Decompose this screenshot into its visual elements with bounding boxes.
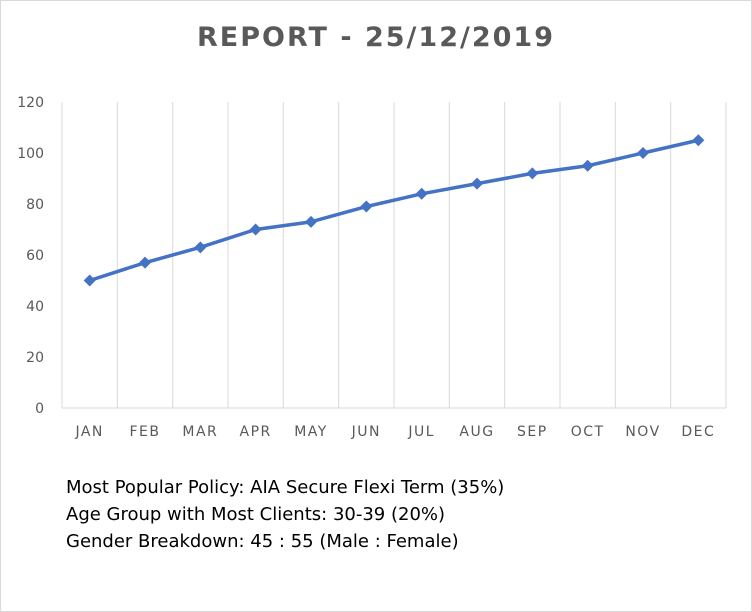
grid-lines (61, 102, 727, 408)
y-tick-label: 60 (26, 248, 44, 264)
data-point (305, 215, 317, 228)
y-tick-label: 120 (17, 95, 44, 111)
x-tick-label: AUG (459, 424, 494, 440)
age-group-note: Age Group with Most Clients: 30-39 (20%) (66, 504, 446, 525)
y-tick-label: 20 (26, 350, 44, 366)
data-point (139, 256, 151, 269)
y-tick-label: 0 (35, 401, 44, 417)
y-axis-ticks: 0 20 40 60 80 100 120 (17, 95, 44, 417)
x-tick-label: JAN (74, 424, 103, 440)
data-point (83, 274, 96, 287)
x-tick-label: JUL (407, 424, 435, 440)
x-tick-label: OCT (571, 424, 605, 440)
x-tick-label: DEC (681, 424, 715, 440)
x-tick-label: MAR (182, 424, 218, 440)
data-point (194, 241, 207, 254)
x-tick-label: APR (240, 424, 272, 440)
data-point (471, 177, 483, 190)
x-tick-label: MAY (294, 424, 328, 440)
x-tick-label: SEP (517, 424, 548, 440)
series-points (83, 134, 705, 287)
y-tick-label: 100 (17, 146, 44, 162)
popular-policy-note: Most Popular Policy: AIA Secure Flexi Te… (66, 477, 505, 498)
data-point (581, 159, 594, 172)
gender-breakdown-note: Gender Breakdown: 45 : 55 (Male : Female… (66, 531, 459, 552)
data-point (526, 167, 539, 180)
y-tick-label: 40 (26, 299, 44, 315)
summary-notes: Most Popular Policy: AIA Secure Flexi Te… (66, 474, 504, 555)
chart-title: REPORT - 25/12/2019 (197, 22, 555, 53)
data-point (249, 223, 262, 236)
data-point (415, 187, 428, 200)
x-tick-label: FEB (129, 424, 160, 440)
data-point (637, 147, 649, 159)
series-line-path (87, 138, 701, 283)
x-tick-label: NOV (625, 424, 660, 440)
y-tick-label: 80 (26, 197, 44, 213)
data-point (360, 200, 373, 213)
x-tick-label: JUN (351, 424, 381, 440)
series-line (87, 138, 701, 283)
x-axis-ticks: JAN FEB MAR APR MAY JUN JUL AUG SEP OCT NOV DEC (74, 424, 715, 440)
data-point (692, 134, 705, 147)
